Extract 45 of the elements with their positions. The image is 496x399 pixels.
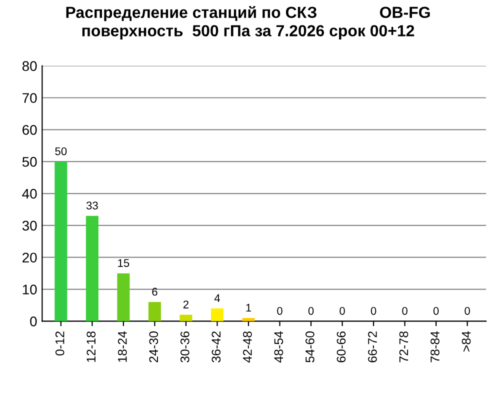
y-tick-label: 30 [22,220,37,231]
data-label: 0 [340,306,345,315]
y-tick-label: 10 [22,284,37,294]
data-label: 1 [246,304,252,312]
data-label: 50 [55,147,67,156]
x-tick-label: 54-60 [306,331,314,362]
bar [148,302,161,322]
x-tick-label: 36-42 [212,332,221,362]
bar [86,216,98,322]
data-label: 6 [152,288,158,296]
x-tick-label: 48-54 [274,331,284,363]
x-tick-label: 12-18 [86,331,96,362]
data-label: 0 [277,306,282,315]
data-label: 0 [464,306,470,315]
data-label: 15 [118,259,130,267]
x-tick-label: 60-66 [336,331,346,362]
bar [117,273,130,322]
y-tick-label: 60 [22,125,37,135]
y-tick-label: 80 [22,61,37,72]
data-label: 2 [183,300,188,308]
y-tick-label: 20 [22,252,37,263]
x-tick-label: 18-24 [118,331,127,362]
data-label: 0 [308,306,314,315]
y-tick-label: 50 [22,156,37,167]
data-label: 33 [86,202,98,210]
x-tick-label: 42-48 [242,331,252,363]
y-tick-label: 70 [22,93,37,103]
x-tick-label: 78-84 [430,331,440,362]
data-label: 0 [402,306,408,315]
bar [180,314,192,322]
data-label: 0 [370,306,376,315]
x-tick-label: 30-36 [180,331,190,362]
x-tick-label: 24-30 [149,331,158,362]
x-tick-label: 0-12 [55,332,64,356]
x-tick-label: 72-78 [399,331,408,362]
y-tick-label: 0 [30,316,37,326]
x-tick-label: >84 [462,331,471,352]
x-tick-label: 66-72 [368,332,377,362]
data-label: 4 [214,294,220,302]
chart-title: Распределение станций по СКЗ OB-FG поверхность 500 гПа за 7.2026 срок 00+12 [66,6,430,40]
bar [54,162,68,322]
bar [242,318,255,322]
y-tick-label: 40 [22,188,37,199]
bar [210,308,224,322]
data-label: 0 [433,306,439,315]
